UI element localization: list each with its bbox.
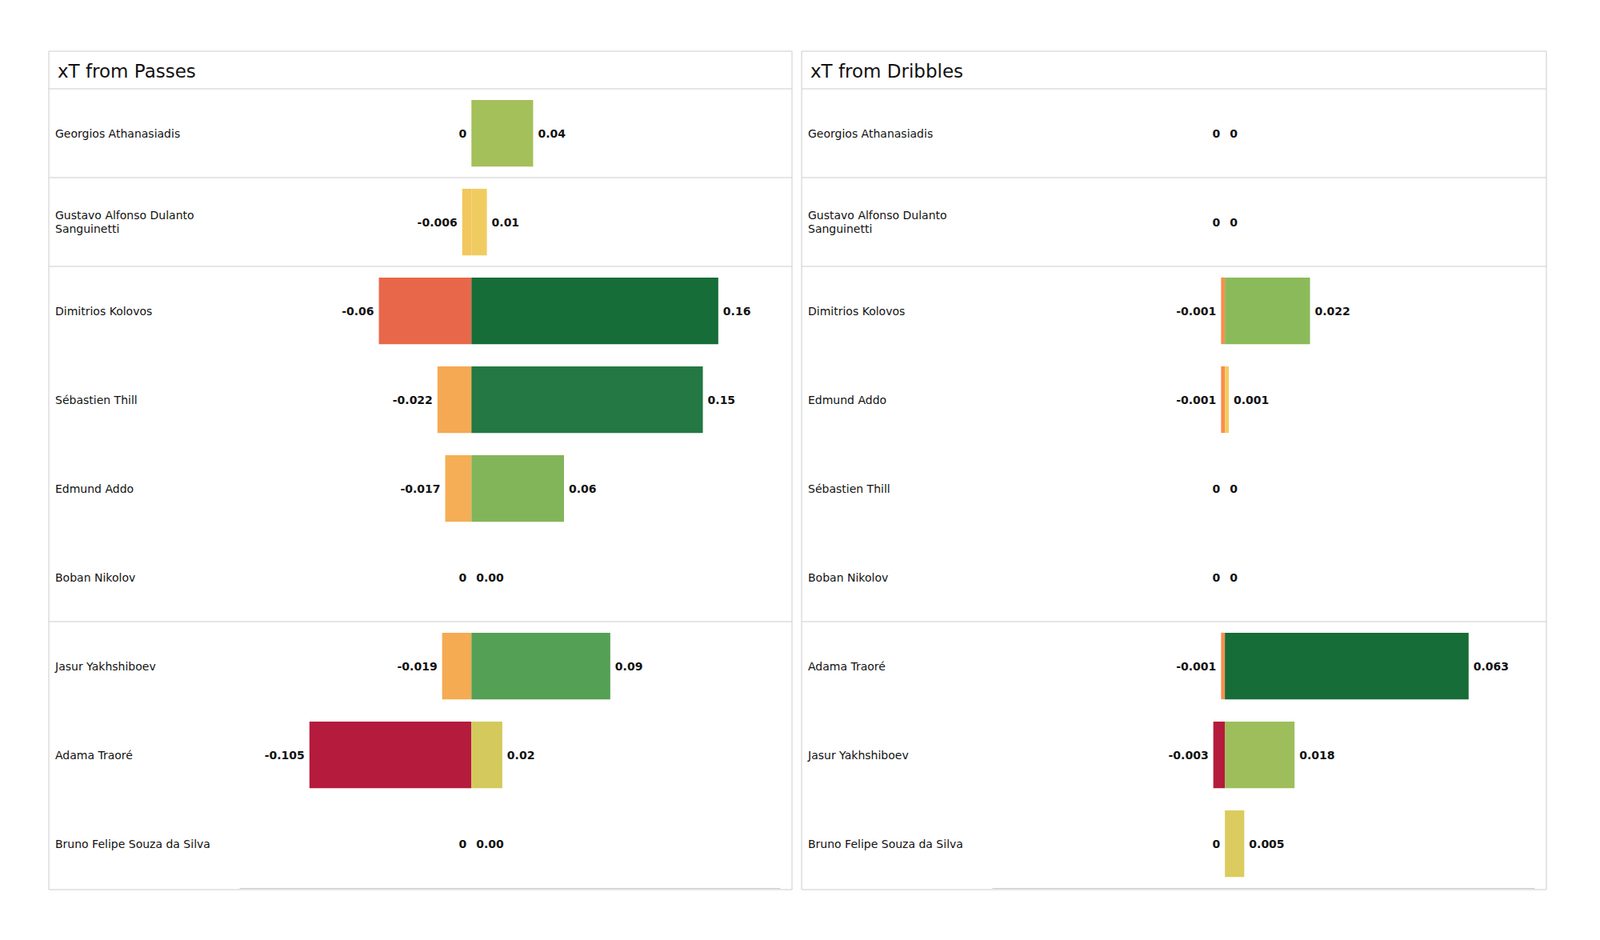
svg-text:0.00: 0.00 [476, 837, 504, 851]
svg-text:0.04: 0.04 [537, 127, 566, 140]
svg-text:0.022: 0.022 [1315, 304, 1351, 318]
svg-text:Sébastien Thill: Sébastien Thill [808, 482, 891, 496]
svg-text:-0.06: -0.06 [341, 304, 374, 318]
svg-text:xT from Passes: xT from Passes [57, 60, 196, 82]
svg-text:-0.003: -0.003 [1168, 748, 1209, 762]
svg-text:0.01: 0.01 [492, 216, 520, 229]
svg-text:Sébastien Thill: Sébastien Thill [55, 393, 138, 407]
svg-text:Georgios Athanasiadis: Georgios Athanasiadis [808, 127, 933, 140]
svg-text:Jasur Yakhshiboev: Jasur Yakhshiboev [807, 748, 909, 762]
svg-text:0.005: 0.005 [1248, 837, 1284, 851]
svg-text:0: 0 [459, 837, 468, 851]
svg-text:Sanguinetti: Sanguinetti [55, 222, 120, 236]
svg-text:-0.006: -0.006 [417, 216, 458, 229]
svg-text:0: 0 [1229, 571, 1238, 584]
svg-text:xT from Dribbles: xT from Dribbles [810, 60, 964, 82]
svg-text:Bruno Felipe Souza da Silva: Bruno Felipe Souza da Silva [808, 837, 964, 851]
svg-text:0: 0 [1212, 127, 1220, 140]
svg-text:0: 0 [1229, 216, 1238, 229]
svg-text:0.15: 0.15 [708, 393, 736, 407]
svg-text:0: 0 [459, 571, 468, 584]
svg-text:0.063: 0.063 [1473, 660, 1509, 673]
svg-text:-0.022: -0.022 [392, 393, 433, 407]
svg-text:0.16: 0.16 [723, 304, 752, 318]
svg-text:0: 0 [1229, 482, 1238, 496]
svg-text:0: 0 [1212, 837, 1220, 851]
svg-text:Bruno Felipe Souza da Silva: Bruno Felipe Souza da Silva [55, 837, 211, 851]
svg-text:Adama Traoré: Adama Traoré [808, 660, 886, 673]
svg-text:0: 0 [1229, 127, 1238, 140]
svg-text:-0.001: -0.001 [1176, 393, 1216, 407]
svg-text:0.00: 0.00 [476, 571, 504, 584]
svg-text:0: 0 [459, 127, 468, 140]
svg-text:Gustavo Alfonso Dulanto: Gustavo Alfonso Dulanto [55, 208, 198, 222]
svg-text:Dimitrios Kolovos: Dimitrios Kolovos [808, 304, 905, 318]
svg-text:0: 0 [1212, 571, 1220, 584]
svg-text:-0.001: -0.001 [1176, 660, 1216, 673]
svg-text:Edmund Addo: Edmund Addo [808, 393, 887, 407]
svg-text:Edmund Addo: Edmund Addo [55, 482, 134, 496]
svg-text:Boban Nikolov: Boban Nikolov [808, 571, 888, 584]
svg-text:-0.017: -0.017 [400, 482, 440, 496]
svg-text:0: 0 [1212, 482, 1220, 496]
svg-text:-0.105: -0.105 [264, 748, 305, 762]
svg-text:Gustavo Alfonso Dulanto: Gustavo Alfonso Dulanto [808, 208, 951, 222]
svg-text:0.06: 0.06 [568, 482, 597, 496]
svg-text:0: 0 [1212, 216, 1220, 229]
svg-text:Dimitrios Kolovos: Dimitrios Kolovos [55, 304, 152, 318]
svg-text:Boban Nikolov: Boban Nikolov [55, 571, 136, 584]
svg-text:0.09: 0.09 [615, 660, 644, 673]
svg-text:Jasur Yakhshiboev: Jasur Yakhshiboev [54, 660, 156, 673]
svg-text:Sanguinetti: Sanguinetti [808, 222, 872, 236]
svg-text:Georgios Athanasiadis: Georgios Athanasiadis [55, 127, 180, 140]
svg-text:0.018: 0.018 [1299, 748, 1335, 762]
svg-text:Adama Traoré: Adama Traoré [55, 748, 133, 762]
svg-text:-0.019: -0.019 [397, 660, 438, 673]
svg-text:0.02: 0.02 [507, 748, 536, 762]
svg-text:-0.001: -0.001 [1176, 304, 1216, 318]
svg-text:0.001: 0.001 [1233, 393, 1269, 407]
